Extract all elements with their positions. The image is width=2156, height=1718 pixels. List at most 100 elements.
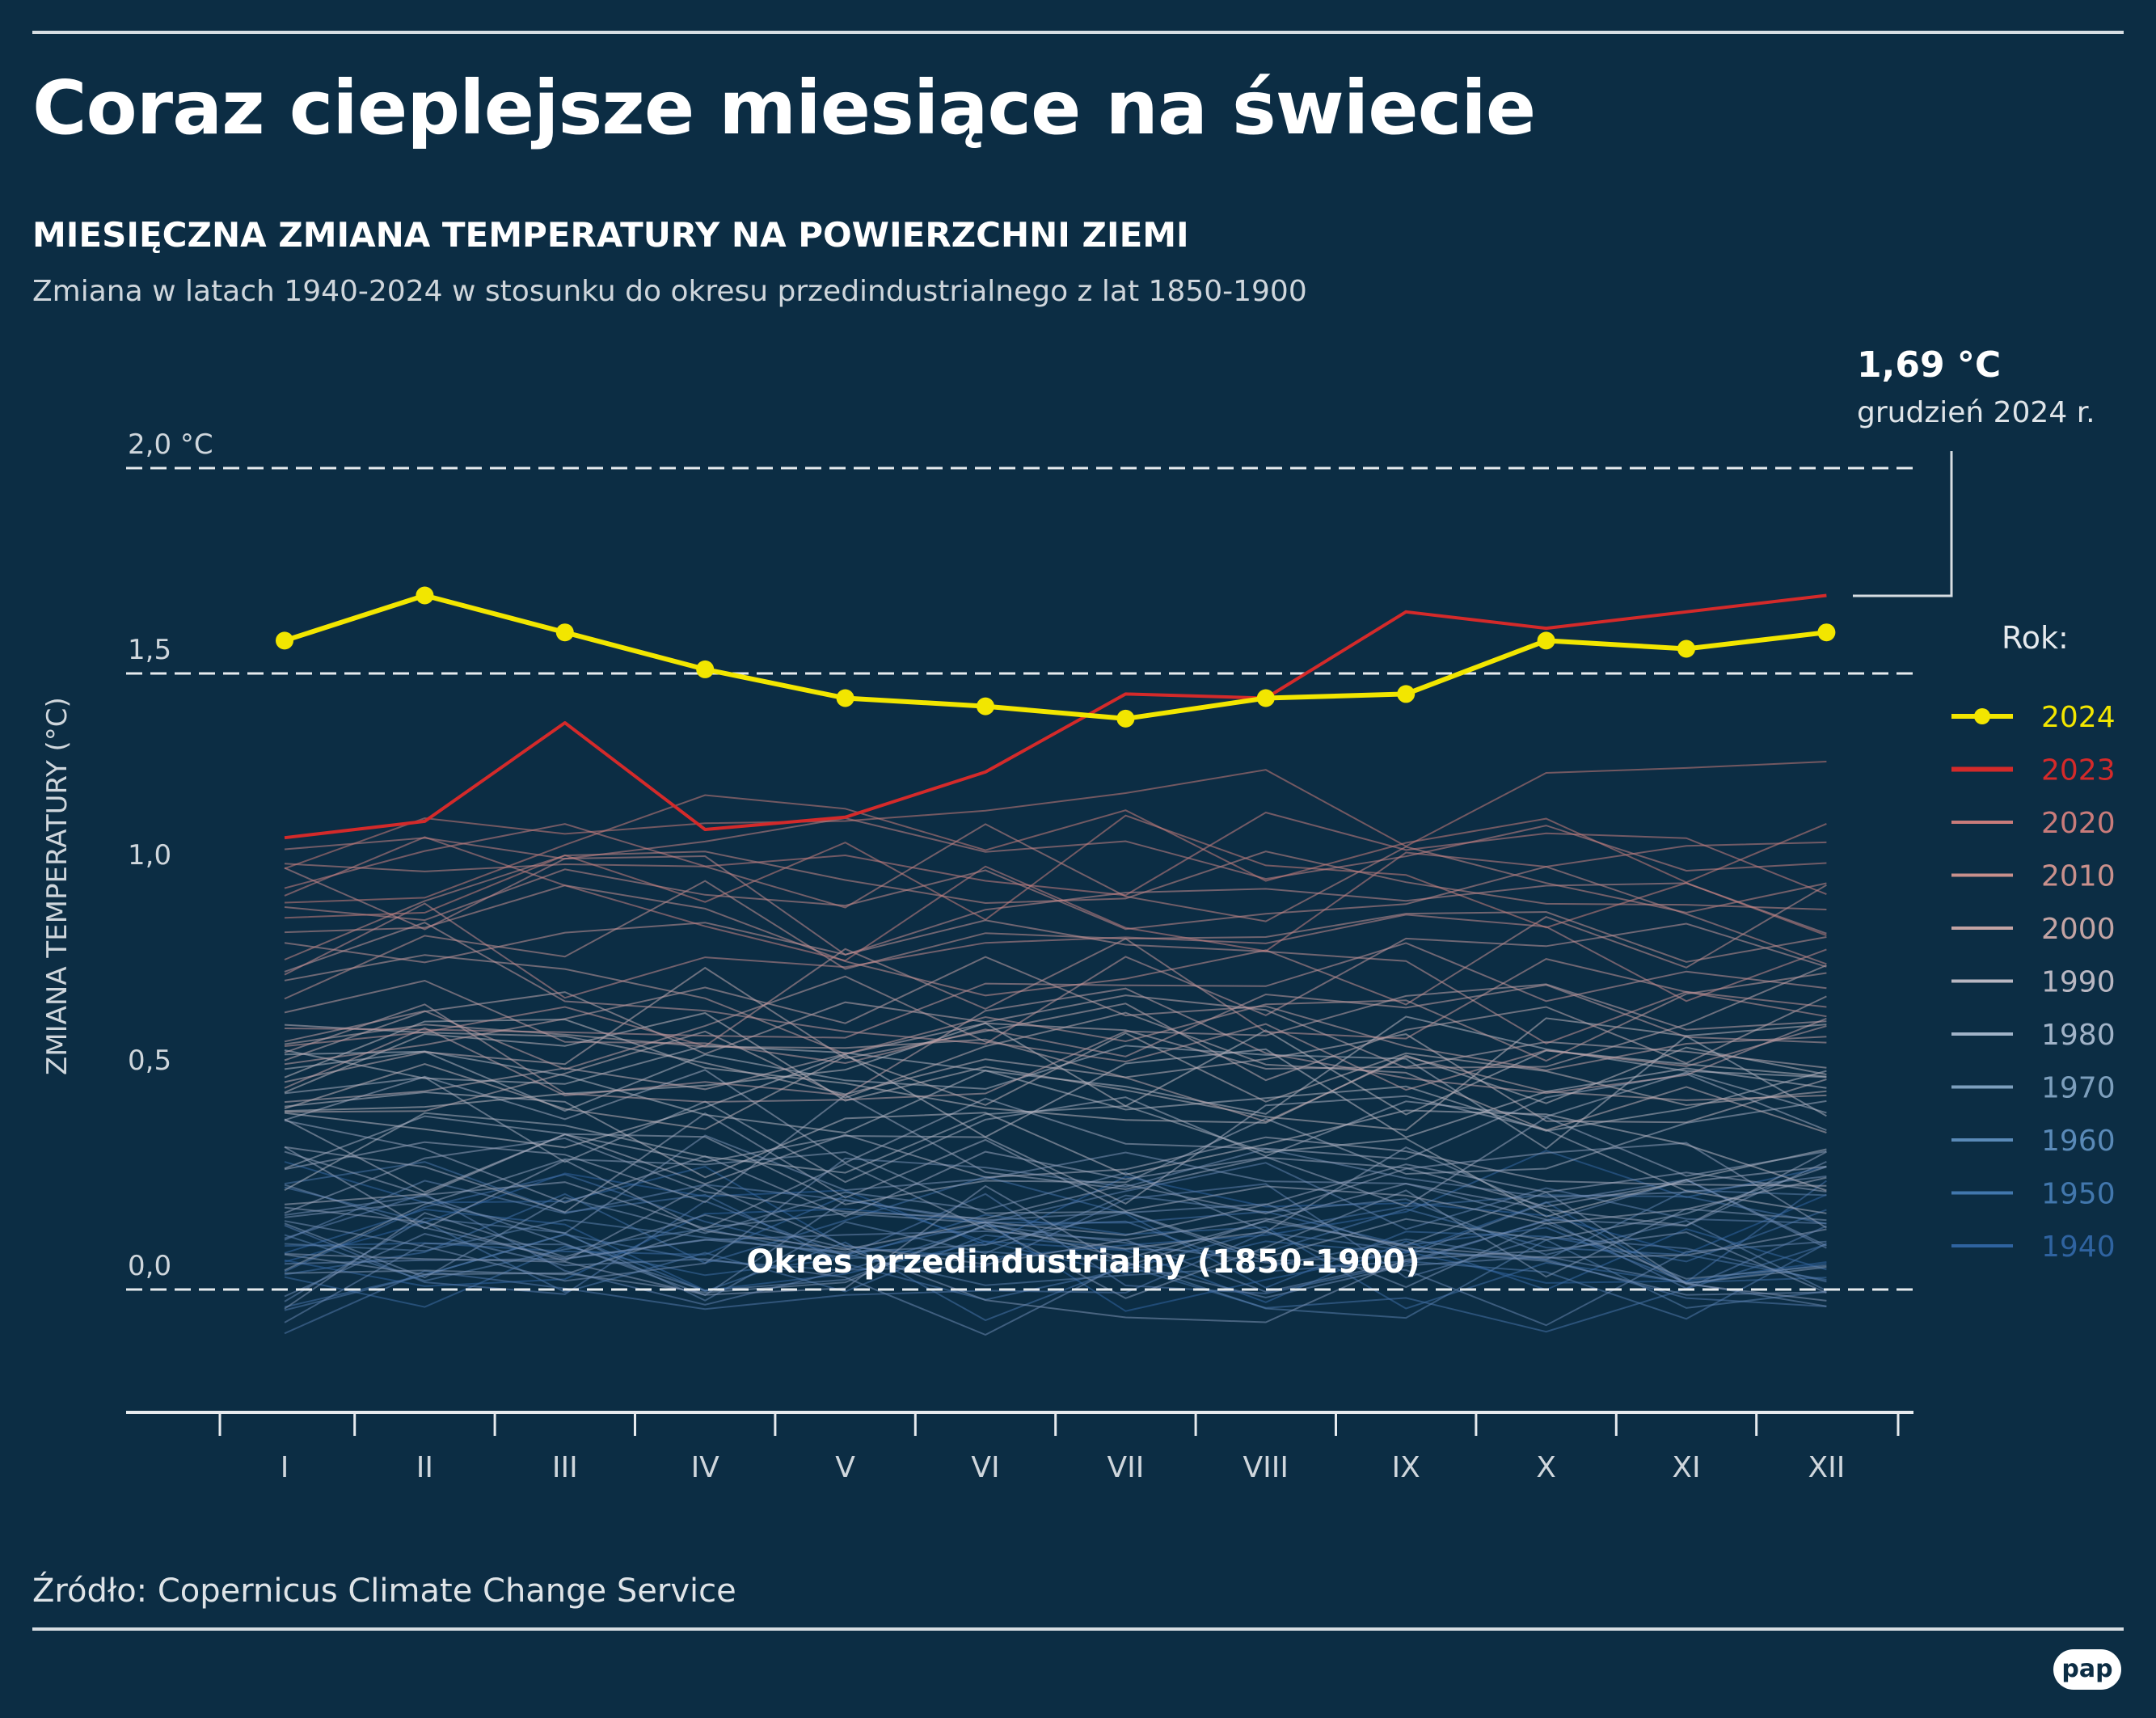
year-line-2021	[284, 794, 1827, 904]
legend-label-2010: 2010	[2041, 860, 2116, 893]
legend-label-2023: 2023	[2041, 754, 2116, 787]
baseline-label: Okres przedindustrialny (1850-1900)	[746, 1243, 1420, 1281]
year-line-2016	[284, 823, 1827, 922]
month-label-IV: IV	[691, 1451, 720, 1484]
y-tick-label: 0,5	[128, 1045, 171, 1077]
y-tick-label: 0,0	[128, 1250, 171, 1282]
month-label-VI: VI	[971, 1451, 999, 1484]
month-label-XII: XII	[1808, 1451, 1845, 1484]
highlight-series	[276, 586, 1836, 840]
series-point-2024	[1256, 689, 1275, 707]
legend-title: Rok:	[2002, 620, 2069, 656]
year-line-1989	[284, 1048, 1827, 1149]
year-line-1978	[284, 1112, 1827, 1225]
legend: Rok: 2024 2023 2020 2010 2000 1990 1980 1970 196…	[1951, 620, 2116, 1264]
legend-label-1980: 1980	[2041, 1019, 2116, 1052]
y-tick-label: 2,0 °C	[128, 428, 213, 461]
year-line-2007	[284, 942, 1827, 1039]
year-line-1958	[284, 1194, 1827, 1302]
year-line-2019	[284, 811, 1827, 897]
series-point-2024	[1817, 623, 1836, 642]
year-line-1967	[284, 1212, 1827, 1323]
year-line-1974	[284, 1146, 1827, 1250]
y-tick-label: 1,0	[128, 839, 171, 872]
legend-label-2024: 2024	[2041, 701, 2116, 734]
year-line-1947	[284, 1173, 1827, 1284]
year-line-2008	[284, 937, 1827, 1047]
year-line-1988	[284, 1091, 1827, 1192]
year-line-1961	[284, 1233, 1827, 1336]
year-line-1981	[284, 1071, 1827, 1184]
year-line-1998	[284, 965, 1827, 1069]
callout-text: grudzień 2024 r.	[1857, 396, 2095, 429]
year-line-1957	[284, 1162, 1827, 1241]
year-line-1975	[284, 1146, 1827, 1251]
year-line-1969	[284, 1191, 1827, 1285]
series-point-2024	[696, 660, 715, 678]
year-line-1995	[284, 1022, 1827, 1104]
year-line-1960	[284, 1179, 1827, 1293]
year-line-2022	[284, 761, 1827, 870]
series-point-2024	[1537, 631, 1555, 650]
y-tick-label: 1,5	[128, 634, 171, 666]
top-rule	[32, 31, 2124, 34]
year-line-2000	[284, 983, 1827, 1104]
year-line-1992	[284, 1011, 1827, 1131]
year-line-1972	[284, 1150, 1827, 1272]
year-line-2009	[284, 919, 1827, 1045]
year-line-1965	[284, 1171, 1827, 1289]
month-label-IX: IX	[1392, 1451, 1420, 1484]
series-line-2023	[284, 593, 1827, 840]
chart-title: Coraz cieplejsze miesiące na świecie	[32, 65, 1536, 151]
series-line-2024	[284, 593, 1827, 721]
chart-description: Zmiana w latach 1940-2024 w stosunku do …	[32, 275, 1307, 308]
legend-label-1960: 1960	[2041, 1125, 2116, 1158]
series-point-2024	[977, 697, 994, 715]
year-line-1984	[284, 1105, 1827, 1218]
year-line-1999	[284, 1024, 1827, 1123]
series-point-2024	[416, 586, 434, 605]
legend-label-2020: 2020	[2041, 807, 2116, 840]
year-line-2018	[284, 836, 1827, 962]
callout-value: 1,69 °C	[1857, 344, 2001, 386]
legend-label-1950: 1950	[2041, 1178, 2116, 1211]
year-line-1964	[284, 1148, 1827, 1282]
year-line-2005	[284, 954, 1827, 1062]
year-line-1994	[284, 1032, 1827, 1130]
series-point-2024	[1116, 709, 1135, 728]
year-line-1997	[284, 966, 1827, 1083]
legend-label-1940: 1940	[2041, 1230, 2116, 1264]
year-line-1959	[284, 1224, 1827, 1327]
year-line-2003	[284, 975, 1827, 1091]
series-point-2024	[555, 623, 574, 642]
year-line-1991	[284, 1018, 1827, 1124]
month-label-X: X	[1536, 1451, 1556, 1484]
chart-subtitle: MIESIĘCZNA ZMIANA TEMPERATURY NA POWIERZ…	[32, 215, 1189, 255]
year-line-2011	[284, 884, 1827, 1006]
year-line-2020	[284, 814, 1827, 937]
month-label-III: III	[552, 1451, 578, 1484]
series-point-2024	[1677, 640, 1695, 658]
month-label-XI: XI	[1672, 1451, 1700, 1484]
month-label-VIII: VIII	[1243, 1451, 1289, 1484]
callout-annotation: 1,69 °C grudzień 2024 r.	[1853, 344, 2095, 597]
year-line-2006	[284, 922, 1827, 1045]
background-year-lines	[284, 761, 1827, 1336]
legend-label-2000: 2000	[2041, 913, 2116, 946]
bottom-rule	[32, 1627, 2124, 1631]
legend-marker-2024	[1974, 708, 1990, 724]
month-label-V: V	[835, 1451, 855, 1484]
year-line-1973	[284, 1137, 1827, 1229]
callout-leader-line	[1853, 451, 1953, 597]
year-line-2015	[284, 851, 1827, 960]
series-point-2024	[276, 631, 293, 650]
year-line-1962	[284, 1179, 1827, 1297]
source-note: Źródło: Copernicus Climate Change Servic…	[32, 1572, 736, 1610]
x-axis: I II III IV V VI VII VIII IX X XI XII	[126, 1411, 1913, 1484]
series-point-2024	[1397, 685, 1416, 703]
year-line-2004	[284, 979, 1827, 1065]
reference-lines	[126, 466, 1913, 1291]
month-label-I: I	[281, 1451, 289, 1484]
month-label-VII: VII	[1107, 1451, 1144, 1484]
month-label-II: II	[416, 1451, 433, 1484]
